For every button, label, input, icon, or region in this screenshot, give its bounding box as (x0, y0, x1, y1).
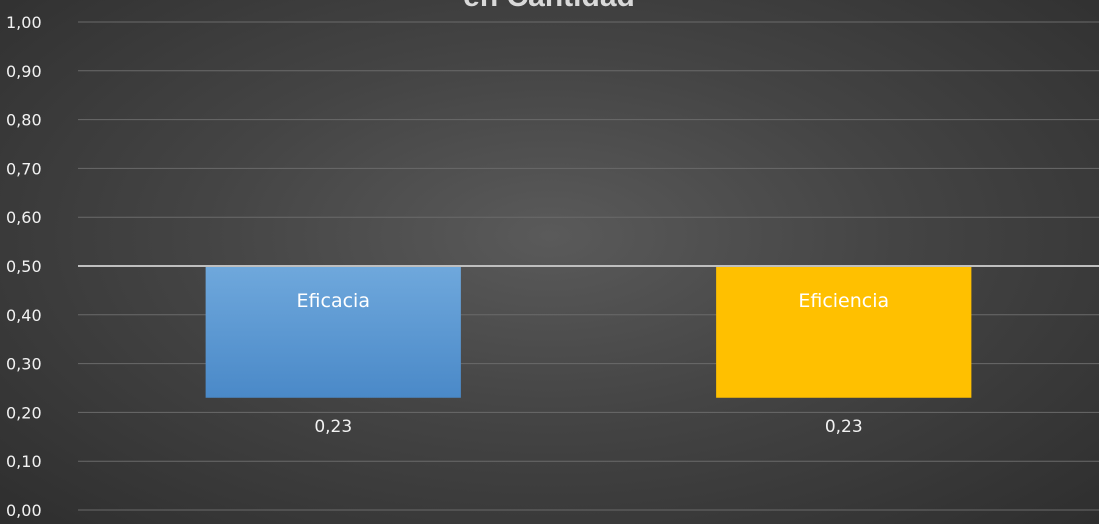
bar-category-label: Eficacia (297, 290, 370, 312)
y-tick-label: 0,80 (6, 111, 42, 130)
data-labels: Eficacia 0,23 Eficiencia 0,23 (297, 290, 890, 437)
y-tick-label: 1,00 (6, 13, 42, 32)
y-tick-label: 0,20 (6, 403, 42, 422)
data-label: 0,23 (314, 417, 352, 437)
y-axis: 0,00 0,10 0,20 0,30 0,40 0,50 0,60 0,70 0,80 0,90… (6, 13, 42, 520)
data-label: 0,23 (825, 417, 863, 437)
y-tick-label: 0,60 (6, 208, 42, 227)
y-tick-label: 0,70 (6, 159, 42, 178)
y-tick-label: 0,90 (6, 62, 42, 81)
bar (205, 266, 461, 398)
y-tick-label: 0,50 (6, 257, 42, 276)
bar-category-label: Eficiencia (798, 290, 889, 312)
bar (716, 266, 972, 398)
bars (205, 266, 972, 398)
y-tick-label: 0,40 (6, 306, 42, 325)
y-tick-label: 0,00 (6, 501, 42, 520)
y-tick-label: 0,30 (6, 355, 42, 374)
chart-title: en Cantidad (463, 0, 635, 13)
y-tick-label: 0,10 (6, 452, 42, 471)
